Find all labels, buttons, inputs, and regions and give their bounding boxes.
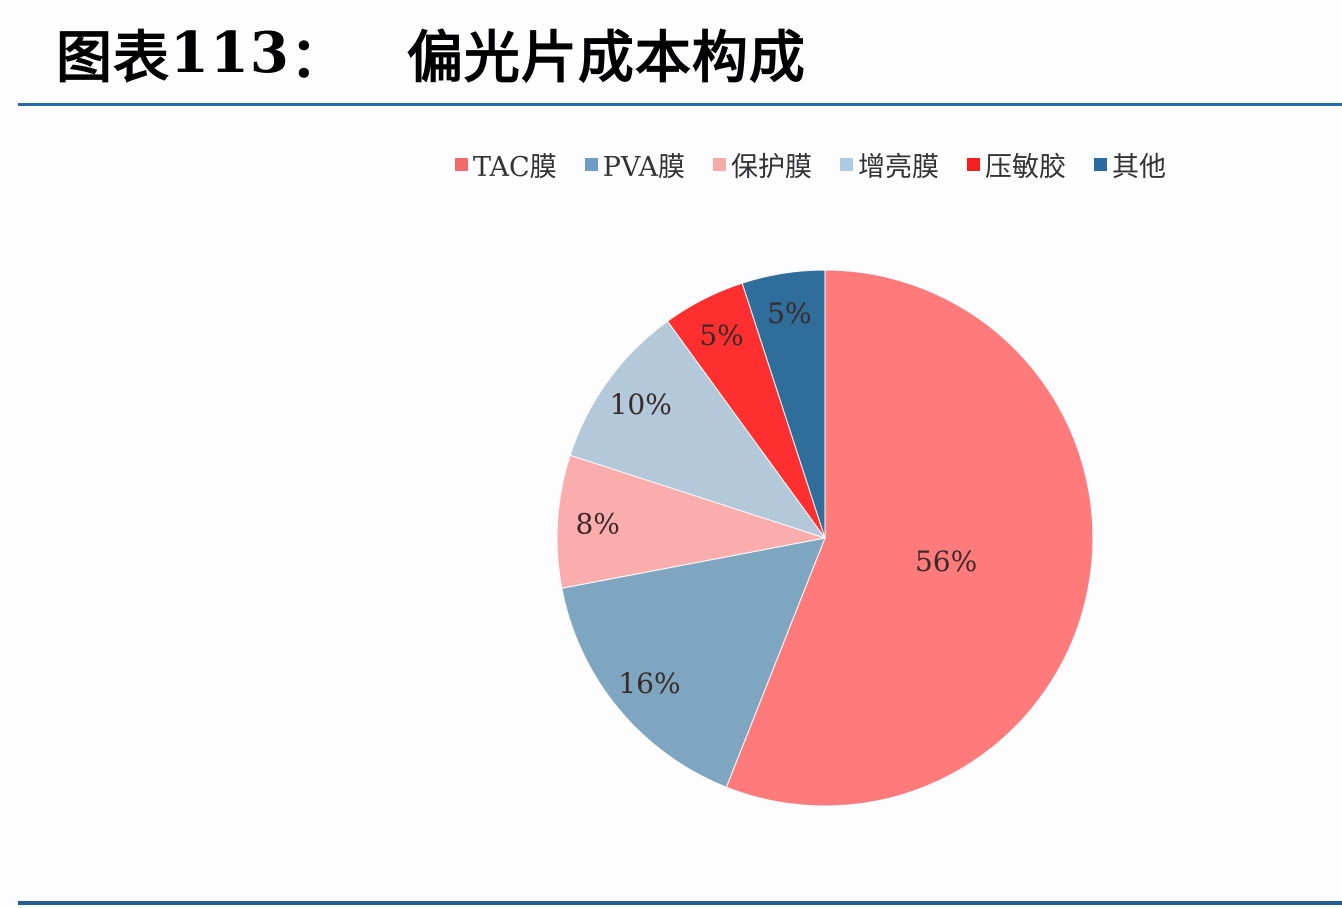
figure-label: 图表 <box>56 25 170 91</box>
figure-number: 113 <box>170 20 290 86</box>
slice-label: 5% <box>699 319 743 352</box>
top-divider <box>18 103 1342 106</box>
slice-label: 8% <box>575 508 619 541</box>
chart-title: 偏光片成本构成 <box>406 25 806 91</box>
legend-label: 增亮膜 <box>858 152 940 183</box>
legend-swatch <box>840 158 854 171</box>
slice-label: 5% <box>767 297 811 330</box>
legend-item: 其他 <box>1094 145 1166 184</box>
legend-item: 压敏胶 <box>967 145 1066 184</box>
pie-slice <box>561 537 826 788</box>
slice-label: 16% <box>618 667 680 700</box>
pie-slice <box>741 269 826 539</box>
legend-swatch <box>584 158 598 171</box>
legend-label: 其他 <box>1112 152 1167 183</box>
legend-label: 保护膜 <box>731 152 813 183</box>
pie-slice <box>725 269 1094 807</box>
slice-label: 56% <box>915 545 977 578</box>
legend-swatch <box>1094 158 1108 171</box>
legend-item: PVA膜 <box>584 145 686 184</box>
legend-label: PVA膜 <box>602 152 686 183</box>
bottom-divider <box>18 901 1342 905</box>
slice-label: 10% <box>610 388 672 421</box>
title-separator: ： <box>289 25 347 91</box>
legend-label: TAC膜 <box>473 152 557 183</box>
pie-slice <box>556 454 826 589</box>
legend-item: TAC膜 <box>455 145 557 184</box>
legend-item: 增亮膜 <box>840 145 939 184</box>
legend-swatch <box>455 158 468 171</box>
chart-legend: TAC膜 PVA膜 保护膜 增亮膜 压敏胶 其他 <box>455 145 1194 184</box>
legend-item: 保护膜 <box>713 145 812 184</box>
legend-label: 压敏胶 <box>985 152 1067 183</box>
legend-swatch <box>967 158 981 171</box>
pie-slice <box>569 320 827 539</box>
legend-swatch <box>713 158 727 171</box>
figure-title: 图表 113 ： 偏光片成本构成 <box>56 18 806 91</box>
